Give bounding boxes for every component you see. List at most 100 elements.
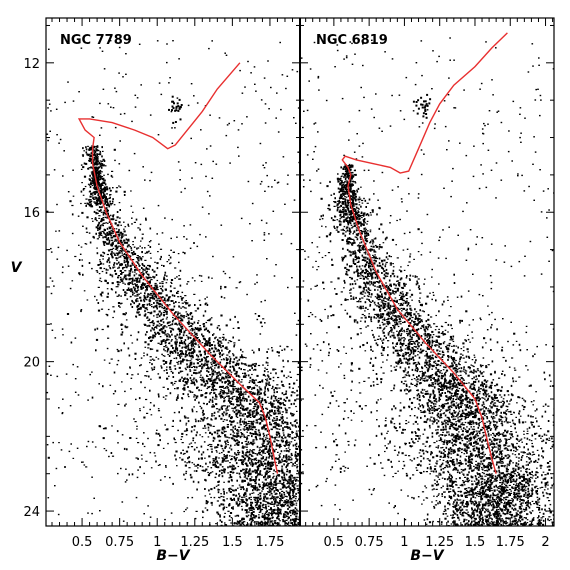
star-point <box>257 406 259 409</box>
star-point <box>186 377 188 380</box>
star-point <box>110 235 112 237</box>
star-point <box>250 479 253 482</box>
star-point <box>117 242 120 245</box>
star-point <box>291 488 294 491</box>
star-point <box>95 232 97 235</box>
star-point <box>112 232 114 234</box>
star-point <box>218 337 221 339</box>
star-point <box>99 184 101 187</box>
star-point <box>157 444 160 447</box>
star-point <box>131 279 134 281</box>
star-point <box>243 494 246 497</box>
star-point <box>150 378 152 380</box>
star-point <box>277 351 280 354</box>
star-point <box>140 292 142 294</box>
star-point <box>289 428 292 430</box>
star-point <box>154 288 157 291</box>
star-point <box>275 448 277 450</box>
star-point <box>230 488 233 491</box>
star-point <box>223 378 226 380</box>
star-point <box>252 444 254 446</box>
star-point <box>287 482 289 484</box>
star-point <box>167 325 170 327</box>
star-point <box>256 433 259 436</box>
star-point <box>241 518 244 521</box>
star-point <box>255 457 257 459</box>
star-point <box>231 455 233 457</box>
star-point <box>225 414 228 416</box>
star-point <box>227 450 230 453</box>
star-point <box>123 276 126 279</box>
star-point <box>240 523 242 526</box>
star-point <box>233 438 236 441</box>
star-point <box>155 356 158 358</box>
star-point <box>166 311 168 313</box>
star-point <box>288 481 291 483</box>
star-point <box>228 414 231 416</box>
star-point <box>262 373 265 376</box>
star-point <box>204 495 207 497</box>
star-point <box>153 404 155 407</box>
star-point <box>165 300 167 302</box>
star-point <box>185 422 188 424</box>
star-point <box>213 361 216 363</box>
star-point <box>196 358 199 361</box>
star-point <box>282 359 284 362</box>
star-point <box>265 511 267 513</box>
star-point <box>285 442 288 445</box>
star-point <box>206 374 208 377</box>
star-point <box>249 468 251 471</box>
star-point <box>261 487 263 489</box>
star-point <box>202 323 205 325</box>
star-point <box>236 404 239 407</box>
star-point <box>92 148 95 150</box>
star-point <box>214 461 217 464</box>
star-point <box>129 265 132 267</box>
star-point <box>247 370 249 372</box>
star-point <box>247 441 250 444</box>
star-point <box>179 378 182 380</box>
star-point <box>170 340 173 342</box>
star-point <box>180 452 182 455</box>
star-point <box>66 313 70 315</box>
star-point <box>123 228 125 230</box>
star-point <box>181 360 184 363</box>
star-point <box>93 198 96 200</box>
star-point <box>205 340 208 343</box>
star-point <box>184 339 187 342</box>
star-point <box>229 462 231 464</box>
star-point <box>278 460 281 463</box>
star-point <box>262 426 265 429</box>
star-point <box>296 469 299 472</box>
star-point <box>258 484 261 486</box>
star-point <box>74 255 77 258</box>
star-point <box>230 448 233 451</box>
star-point <box>144 307 147 310</box>
star-point <box>165 307 168 310</box>
star-point <box>137 257 140 259</box>
star-point <box>136 277 140 279</box>
star-point <box>208 455 211 458</box>
star-point <box>99 188 102 190</box>
star-point <box>218 371 220 374</box>
star-point <box>233 369 236 372</box>
star-point <box>239 418 242 421</box>
star-point <box>153 328 155 330</box>
star-point <box>239 475 241 477</box>
star-point <box>193 371 196 374</box>
star-point <box>272 426 275 429</box>
star-point <box>93 185 96 188</box>
star-point <box>182 334 185 337</box>
star-point <box>106 187 108 190</box>
star-point <box>237 362 240 365</box>
star-point <box>271 402 274 405</box>
star-point <box>242 468 244 471</box>
star-point <box>247 420 250 422</box>
star-point <box>157 342 160 344</box>
star-point <box>272 420 275 422</box>
star-point <box>290 403 293 406</box>
star-point <box>259 471 261 474</box>
star-point <box>188 390 191 392</box>
star-point <box>124 278 127 280</box>
star-point <box>221 345 224 348</box>
